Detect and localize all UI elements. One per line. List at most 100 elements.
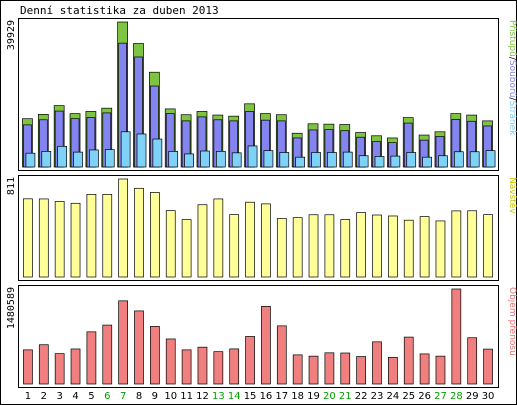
x-tick-label-day-17: 17 [275,391,288,402]
bar-visits-day-26 [419,216,430,278]
x-tick-label-day-29: 29 [466,391,479,402]
bar-visits-day-27 [435,220,446,278]
bar-pages-day-9 [152,138,163,168]
x-tick-label-day-28: 28 [450,391,463,402]
bar-pages-day-24 [390,155,401,168]
bar-pages-day-18 [295,156,306,168]
x-tick-label-day-5: 5 [88,391,94,402]
bar-transfer-day-3 [54,353,65,385]
bar-transfer-day-27 [435,355,446,385]
panel-frame-hits-files-pages [18,18,499,171]
chart-title: Denní statistika za duben 2013 [20,4,219,17]
bar-visits-day-20 [324,214,335,278]
bar-visits-day-7 [118,178,128,278]
bar-transfer-day-1 [23,349,33,385]
x-tick-label-day-7: 7 [120,391,126,402]
x-tick-label-day-8: 8 [136,391,142,402]
legend-separator: / [507,57,517,61]
bar-transfer-day-23 [372,341,382,385]
bar-pages-day-29 [469,151,480,168]
bar-transfer-day-5 [86,331,97,385]
x-tick-label-day-20: 20 [323,391,336,402]
bar-pages-day-21 [342,151,353,168]
bar-pages-day-2 [41,151,52,168]
x-tick-label-day-11: 11 [180,391,193,402]
bar-transfer-day-18 [292,354,303,385]
bar-pages-day-23 [374,156,385,168]
x-tick-label-day-6: 6 [104,391,110,402]
bar-visits-day-29 [467,210,478,278]
x-tick-label-day-26: 26 [418,391,431,402]
bar-transfer-day-19 [308,355,319,385]
bar-transfer-day-17 [276,325,287,385]
x-tick-label-day-23: 23 [371,391,384,402]
bar-visits-day-28 [451,210,462,278]
bar-transfer-day-4 [70,348,81,385]
bar-visits-day-18 [292,217,303,278]
bar-visits-day-25 [403,219,414,278]
x-tick-label-day-24: 24 [386,391,399,402]
bar-pages-day-17 [279,152,290,168]
bar-visits-day-23 [372,214,382,278]
bar-pages-day-5 [89,149,99,168]
bar-pages-day-13 [215,151,226,168]
bar-pages-day-1 [25,152,36,168]
legend-transfer: Objem přenosu [507,287,517,356]
legend-visits: Návštěv [507,177,517,214]
bar-visits-day-30 [483,214,493,278]
bar-pages-day-26 [422,156,432,168]
bar-pages-day-20 [327,152,337,168]
x-tick-label-day-2: 2 [41,391,47,402]
bar-visits-day-9 [150,192,160,278]
bar-pages-day-14 [231,152,242,168]
bar-visits-day-21 [340,219,351,278]
legend-entry: Stránek [507,100,517,136]
bar-transfer-day-8 [134,310,144,385]
bar-pages-day-10 [168,151,179,168]
bar-transfer-day-24 [388,356,398,385]
x-tick-label-day-21: 21 [339,391,352,402]
bar-pages-day-22 [358,155,369,168]
bar-pages-day-7 [120,131,131,168]
legend-entry: Přístupů [507,20,517,57]
x-tick-label-day-22: 22 [355,391,368,402]
bar-pages-day-11 [184,153,194,168]
bar-transfer-day-26 [419,353,430,385]
bar-transfer-day-2 [38,344,49,385]
x-tick-label-day-14: 14 [228,391,241,402]
bar-transfer-day-29 [467,337,478,385]
bar-visits-day-16 [261,203,271,278]
bar-transfer-day-30 [483,348,493,385]
legend-entry: Objem přenosu [507,287,517,356]
bar-transfer-day-21 [340,352,351,385]
bar-pages-day-30 [485,150,496,168]
bar-visits-day-5 [86,193,97,278]
x-tick-label-day-9: 9 [152,391,158,402]
bar-transfer-day-10 [165,338,176,385]
bar-transfer-day-9 [150,326,160,385]
x-tick-label-day-18: 18 [291,391,304,402]
bar-visits-day-2 [38,198,49,278]
x-tick-label-day-13: 13 [212,391,225,402]
bar-transfer-day-28 [451,288,462,385]
panel-frame-transfer [18,285,499,388]
ymax-label-visits: 811 [6,177,17,195]
bar-transfer-day-7 [118,300,128,385]
bar-visits-day-14 [229,214,240,278]
bar-pages-day-16 [263,150,274,168]
legend-separator: / [507,97,517,101]
bar-pages-day-8 [136,133,147,168]
bar-pages-day-19 [311,152,321,168]
bar-visits-day-17 [276,218,287,278]
bar-visits-day-6 [102,193,113,278]
bar-pages-day-3 [57,145,68,168]
bar-visits-day-4 [70,202,81,278]
bar-visits-day-15 [245,201,255,278]
bar-transfer-day-25 [403,336,414,385]
bar-pages-day-25 [406,152,417,168]
bar-pages-day-4 [73,151,83,168]
legend-entry: Souborů [507,60,517,98]
